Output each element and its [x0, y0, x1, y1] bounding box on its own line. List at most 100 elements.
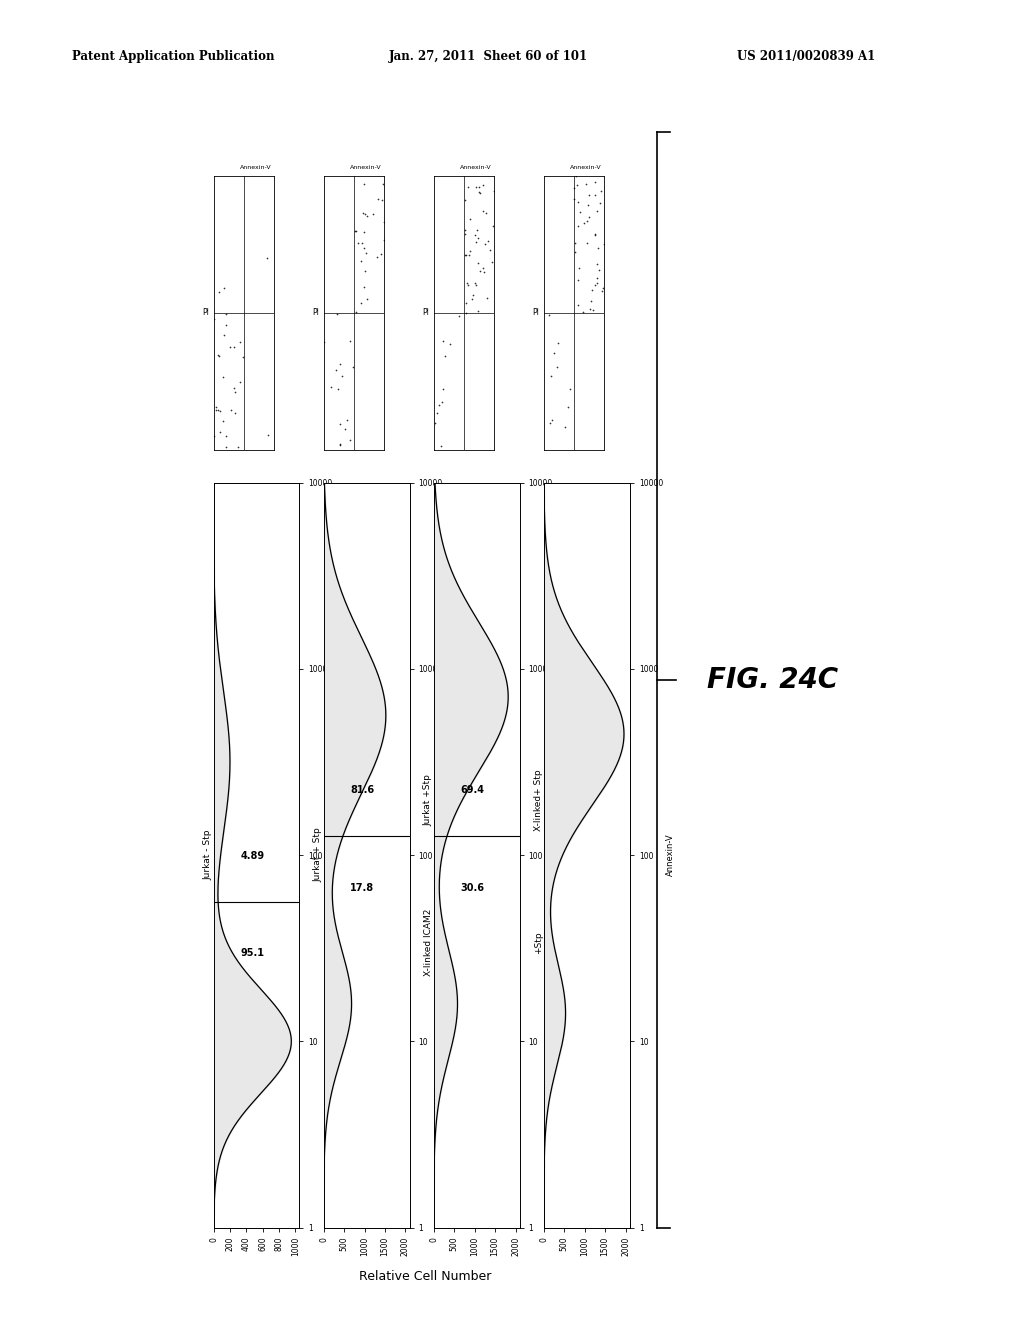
Point: [356, 203, 373, 224]
Point: [567, 165, 584, 186]
Point: [566, 189, 583, 210]
Point: [348, 220, 365, 242]
Point: [584, 280, 600, 301]
Point: [460, 275, 476, 296]
Text: Annexin-V: Annexin-V: [569, 165, 601, 170]
Point: [452, 306, 468, 327]
Point: [435, 331, 452, 352]
Point: [354, 202, 371, 223]
Point: [568, 174, 585, 195]
Point: [465, 285, 481, 306]
Point: [358, 206, 375, 227]
Point: [460, 176, 476, 197]
Point: [578, 173, 594, 194]
Point: [349, 232, 366, 253]
Point: [569, 269, 586, 290]
Point: [581, 207, 597, 228]
Point: [434, 391, 451, 412]
Point: [470, 301, 486, 322]
Point: [561, 379, 578, 400]
Point: [259, 248, 275, 269]
Point: [550, 333, 566, 354]
Point: [218, 304, 234, 325]
Point: [222, 337, 239, 358]
Point: [332, 354, 348, 375]
Y-axis label: Annexin-V: Annexin-V: [336, 834, 344, 876]
Point: [215, 411, 231, 432]
Point: [226, 337, 243, 358]
Point: [345, 356, 361, 378]
Point: [468, 177, 484, 198]
Point: [357, 260, 374, 281]
Text: 30.6: 30.6: [461, 883, 484, 894]
Text: X-linked ICAM2: X-linked ICAM2: [424, 909, 433, 977]
Point: [356, 277, 373, 298]
Point: [348, 301, 365, 322]
Point: [469, 219, 485, 240]
Point: [352, 251, 369, 272]
Point: [210, 400, 226, 421]
Point: [458, 219, 474, 240]
Point: [206, 425, 222, 446]
Point: [330, 378, 346, 399]
Point: [232, 372, 249, 393]
Text: 81.6: 81.6: [350, 785, 375, 796]
Point: [358, 289, 375, 310]
Point: [457, 244, 473, 265]
Text: PI: PI: [422, 309, 429, 317]
Point: [458, 244, 474, 265]
Text: PI: PI: [532, 309, 539, 317]
Point: [593, 181, 609, 202]
Text: 95.1: 95.1: [241, 948, 264, 958]
Text: FIG. 24C: FIG. 24C: [707, 665, 838, 694]
Y-axis label: Annexin-V: Annexin-V: [666, 834, 675, 876]
Point: [441, 334, 458, 355]
Point: [211, 421, 227, 442]
Point: [546, 342, 562, 363]
Point: [472, 182, 488, 203]
Point: [229, 437, 246, 458]
Point: [211, 282, 227, 304]
Point: [585, 300, 601, 321]
Point: [582, 298, 598, 319]
Point: [366, 203, 382, 224]
Point: [436, 346, 453, 367]
Point: [369, 247, 385, 268]
Text: US 2011/0020839 A1: US 2011/0020839 A1: [737, 50, 876, 63]
Point: [462, 240, 478, 261]
Text: +Stp: +Stp: [534, 932, 543, 954]
Point: [582, 185, 598, 206]
Point: [457, 189, 473, 210]
Point: [332, 434, 348, 455]
Point: [477, 202, 494, 223]
Point: [433, 436, 450, 457]
Point: [462, 209, 478, 230]
Point: [217, 437, 233, 458]
Text: Annexin-V: Annexin-V: [460, 165, 492, 170]
Point: [543, 366, 559, 387]
Point: [592, 193, 608, 214]
Point: [427, 412, 443, 433]
Point: [569, 294, 586, 315]
Y-axis label: Annexin-V: Annexin-V: [445, 834, 455, 876]
Point: [477, 234, 494, 255]
Point: [374, 190, 390, 211]
Point: [232, 331, 249, 352]
Point: [567, 242, 584, 263]
Point: [222, 399, 239, 420]
Point: [333, 413, 349, 434]
Point: [373, 243, 389, 264]
Point: [468, 231, 484, 252]
Point: [479, 288, 496, 309]
Point: [329, 304, 345, 325]
Point: [208, 396, 224, 417]
Point: [590, 238, 606, 259]
Point: [357, 243, 374, 264]
Point: [544, 409, 560, 430]
Point: [482, 239, 499, 260]
Point: [587, 185, 603, 206]
Text: X-linked+ Stp: X-linked+ Stp: [534, 770, 543, 832]
Point: [461, 244, 477, 265]
Point: [376, 230, 392, 251]
Y-axis label: Annexin-V: Annexin-V: [556, 834, 564, 876]
